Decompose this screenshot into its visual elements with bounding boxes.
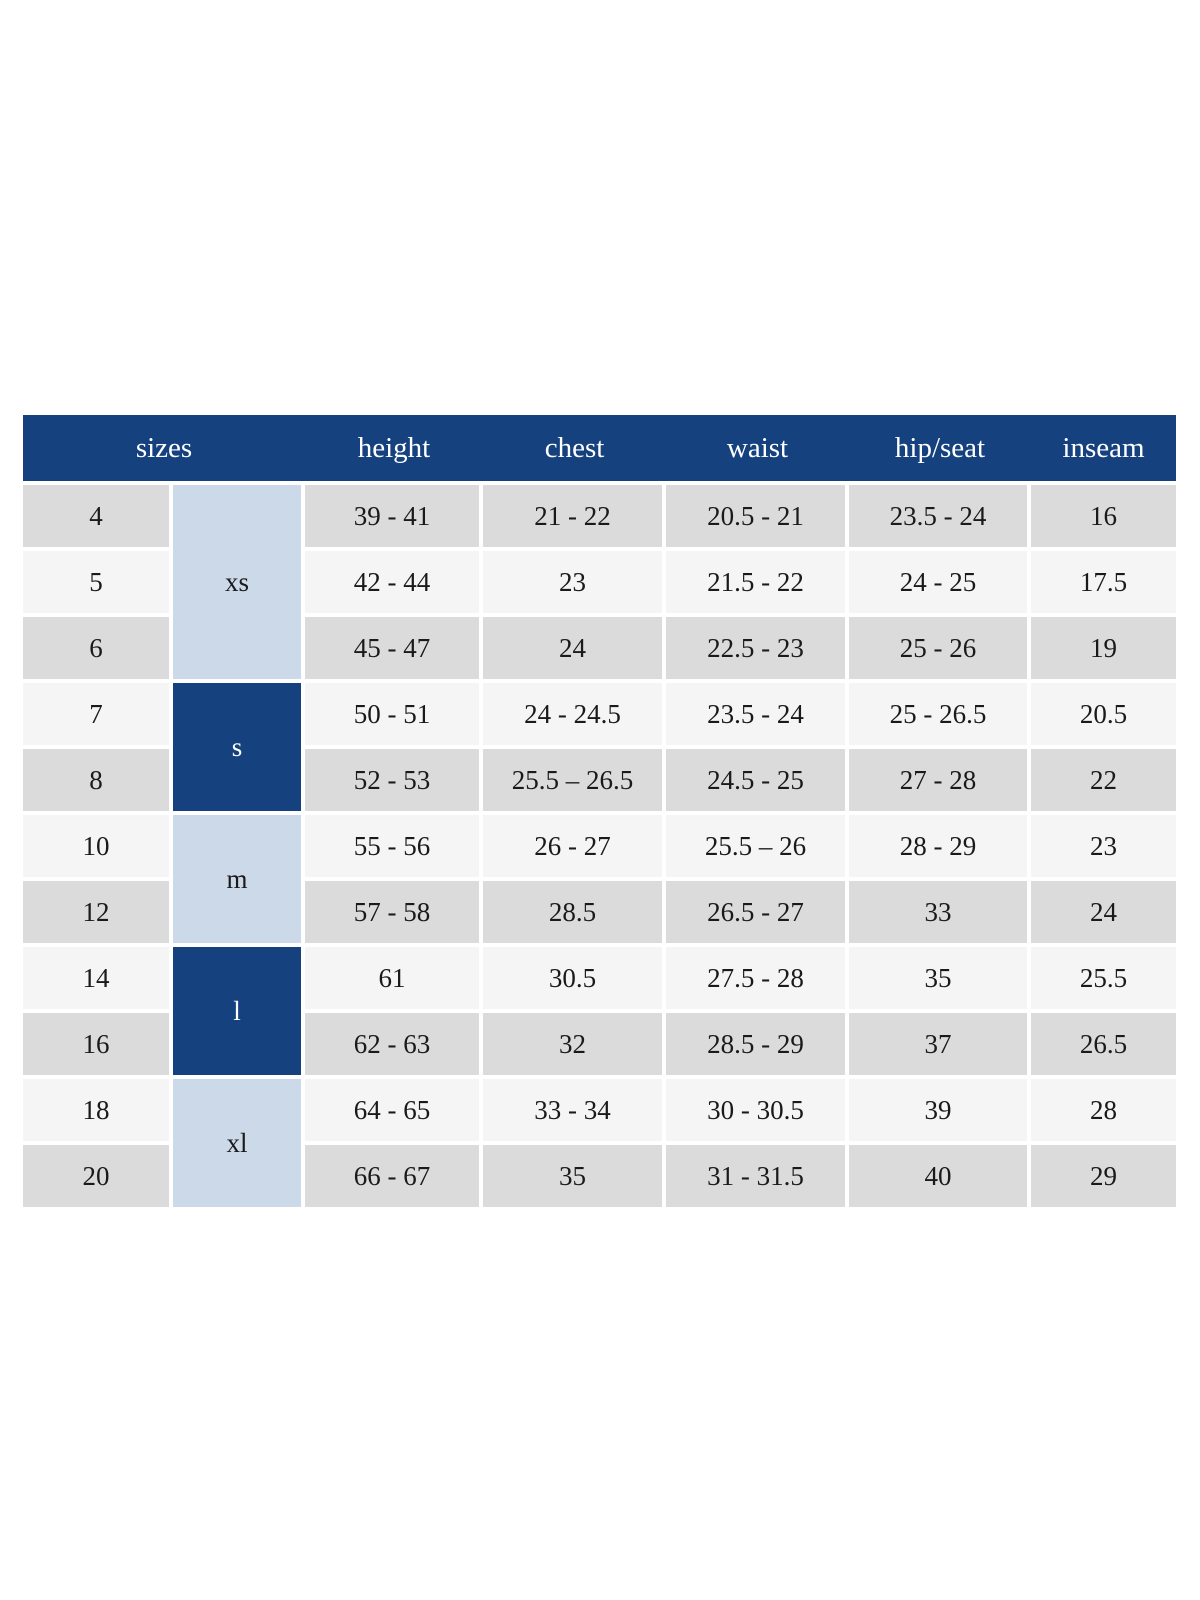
cell-inseam: 17.5 — [1031, 551, 1176, 617]
cell-size: 5 — [23, 551, 173, 617]
cell-height: 62 - 63 — [305, 1013, 483, 1079]
cell-chest: 21 - 22 — [483, 485, 666, 551]
cell-height: 55 - 56 — [305, 815, 483, 881]
cell-size: 18 — [23, 1079, 173, 1145]
cell-chest: 25.5 – 26.5 — [483, 749, 666, 815]
cell-inseam: 28 — [1031, 1079, 1176, 1145]
header-waist: waist — [666, 415, 849, 485]
cell-size: 7 — [23, 683, 173, 749]
cell-height: 50 - 51 — [305, 683, 483, 749]
cell-hip-seat: 25 - 26.5 — [849, 683, 1031, 749]
cell-inseam: 19 — [1031, 617, 1176, 683]
cell-inseam: 22 — [1031, 749, 1176, 815]
cell-waist: 28.5 - 29 — [666, 1013, 849, 1079]
cell-waist: 25.5 – 26 — [666, 815, 849, 881]
cell-size: 10 — [23, 815, 173, 881]
table-row: 4 xs 39 - 41 21 - 22 20.5 - 21 23.5 - 24 16 — [23, 485, 1176, 683]
cell-chest: 30.5 — [483, 947, 666, 1013]
cell-height: 57 - 58 — [305, 881, 483, 947]
header-sizes: sizes — [23, 415, 305, 485]
table-row: 10 m 55 - 56 26 - 27 25.5 – 26 28 - 29 23 — [23, 815, 1176, 947]
header-hip-seat: hip/seat — [849, 415, 1031, 485]
size-chart-table: sizes height chest waist hip/seat inseam… — [23, 415, 1176, 1211]
cell-waist: 27.5 - 28 — [666, 947, 849, 1013]
cell-waist: 30 - 30.5 — [666, 1079, 849, 1145]
header-height: height — [305, 415, 483, 485]
cell-chest: 28.5 — [483, 881, 666, 947]
cell-chest: 23 — [483, 551, 666, 617]
cell-height: 52 - 53 — [305, 749, 483, 815]
cell-inseam: 25.5 — [1031, 947, 1176, 1013]
cell-hip-seat: 35 — [849, 947, 1031, 1013]
cell-height: 66 - 67 — [305, 1145, 483, 1211]
cell-inseam: 20.5 — [1031, 683, 1176, 749]
table-row: 5 42 - 44 23 21.5 - 22 24 - 25 17.5 — [23, 551, 1176, 617]
cell-chest: 26 - 27 — [483, 815, 666, 881]
cell-hip-seat: 23.5 - 24 — [849, 485, 1031, 551]
cell-hip-seat: 33 — [849, 881, 1031, 947]
size-group-cell-xl: xl — [173, 1079, 305, 1211]
cell-size: 14 — [23, 947, 173, 1013]
cell-height: 39 - 41 — [305, 485, 483, 551]
table-row: 18 xl 64 - 65 33 - 34 30 - 30.5 39 28 — [23, 1079, 1176, 1211]
cell-hip-seat: 27 - 28 — [849, 749, 1031, 815]
table-row: 14 l 61 30.5 27.5 - 28 35 25.5 — [23, 947, 1176, 1079]
header-chest: chest — [483, 415, 666, 485]
cell-hip-seat: 28 - 29 — [849, 815, 1031, 881]
cell-size: 16 — [23, 1013, 173, 1079]
cell-inseam: 23 — [1031, 815, 1176, 881]
cell-hip-seat: 25 - 26 — [849, 617, 1031, 683]
cell-size: 20 — [23, 1145, 173, 1211]
cell-chest: 35 — [483, 1145, 666, 1211]
cell-size: 8 — [23, 749, 173, 815]
cell-waist: 20.5 - 21 — [666, 485, 849, 551]
cell-hip-seat: 24 - 25 — [849, 551, 1031, 617]
cell-waist: 31 - 31.5 — [666, 1145, 849, 1211]
size-group-cell-s: s — [173, 683, 305, 815]
cell-inseam: 29 — [1031, 1145, 1176, 1211]
size-group-cell-m: m — [173, 815, 305, 947]
cell-height: 64 - 65 — [305, 1079, 483, 1145]
cell-waist: 26.5 - 27 — [666, 881, 849, 947]
cell-waist: 21.5 - 22 — [666, 551, 849, 617]
cell-chest: 24 - 24.5 — [483, 683, 666, 749]
table-header: sizes height chest waist hip/seat inseam — [23, 415, 1176, 485]
table-row: 7 s 50 - 51 24 - 24.5 23.5 - 24 25 - 26.5 20.5 — [23, 683, 1176, 815]
table-body: 4 xs 39 - 41 21 - 22 20.5 - 21 23.5 - 24 16 5 42… — [23, 485, 1176, 1211]
table-row: 6 45 - 47 24 22.5 - 23 25 - 26 19 — [23, 617, 1176, 683]
size-group-cell-l: l — [173, 947, 305, 1079]
header-row: sizes height chest waist hip/seat inseam — [23, 415, 1176, 485]
size-group-cell-xs: xs — [173, 485, 305, 683]
table-row: 12 57 - 58 28.5 26.5 - 27 33 24 — [23, 881, 1176, 947]
cell-height: 45 - 47 — [305, 617, 483, 683]
cell-inseam: 26.5 — [1031, 1013, 1176, 1079]
cell-inseam: 24 — [1031, 881, 1176, 947]
cell-hip-seat: 39 — [849, 1079, 1031, 1145]
cell-height: 61 — [305, 947, 483, 1013]
cell-height: 42 - 44 — [305, 551, 483, 617]
cell-chest: 33 - 34 — [483, 1079, 666, 1145]
cell-chest: 32 — [483, 1013, 666, 1079]
cell-hip-seat: 37 — [849, 1013, 1031, 1079]
cell-waist: 24.5 - 25 — [666, 749, 849, 815]
cell-inseam: 16 — [1031, 485, 1176, 551]
table-row: 20 66 - 67 35 31 - 31.5 40 29 — [23, 1145, 1176, 1211]
cell-waist: 22.5 - 23 — [666, 617, 849, 683]
table-row: 16 62 - 63 32 28.5 - 29 37 26.5 — [23, 1013, 1176, 1079]
cell-size: 4 — [23, 485, 173, 551]
cell-chest: 24 — [483, 617, 666, 683]
cell-size: 12 — [23, 881, 173, 947]
cell-waist: 23.5 - 24 — [666, 683, 849, 749]
cell-hip-seat: 40 — [849, 1145, 1031, 1211]
table-row: 8 52 - 53 25.5 – 26.5 24.5 - 25 27 - 28 22 — [23, 749, 1176, 815]
cell-size: 6 — [23, 617, 173, 683]
header-inseam: inseam — [1031, 415, 1176, 485]
